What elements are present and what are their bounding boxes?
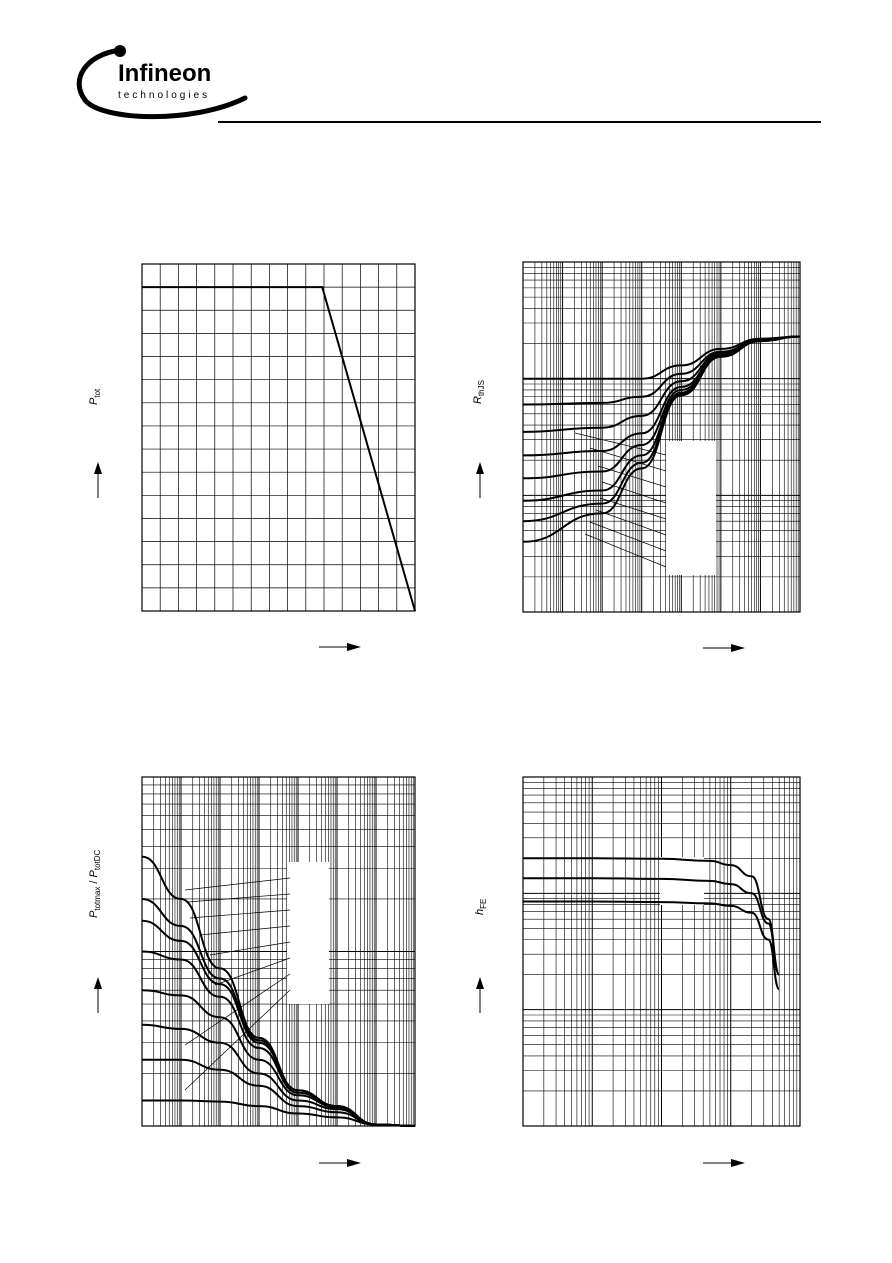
leader-line (184, 973, 291, 1046)
leader-line (187, 893, 291, 903)
leader-line (184, 989, 291, 1091)
series-line-1-0 (522, 335, 801, 380)
leader-line (184, 877, 291, 891)
series-line-1-7 (522, 335, 801, 543)
chart3-y-label: Ptotmax / PtotDC (88, 849, 103, 918)
series-line-3-1 (523, 877, 781, 976)
x-axis-arrowhead-icon (347, 643, 361, 651)
leader-line (209, 941, 291, 956)
infineon-logo: Infineon technologies (70, 40, 260, 130)
leader-line (601, 481, 667, 504)
legend-blank (666, 441, 716, 575)
legend-blank (287, 862, 329, 1004)
leader-line (189, 909, 291, 919)
leader-line (574, 432, 667, 456)
leader-line (214, 957, 291, 986)
leader-line (599, 497, 667, 520)
logo-swoosh-icon (76, 45, 248, 120)
x-axis-arrowhead-icon (731, 644, 745, 652)
leader-line (584, 533, 667, 568)
brand-name: Infineon (118, 60, 212, 87)
leader-line (595, 509, 667, 536)
chart2-y-label: RthJS (472, 380, 487, 404)
plot-frame (522, 776, 801, 1127)
leader-line (199, 925, 291, 936)
y-axis-arrowhead-icon (476, 977, 484, 989)
plot-frame (522, 261, 801, 613)
chart1-y-label: Ptot (88, 388, 103, 405)
series-line-3-0 (522, 857, 781, 976)
x-axis-arrowhead-icon (347, 1159, 361, 1167)
chart4-y-label: hFE (474, 898, 489, 915)
plot-frame (141, 263, 416, 612)
y-axis-arrowhead-icon (476, 462, 484, 474)
y-axis-arrowhead-icon (94, 462, 102, 474)
series-line-0-0 (142, 286, 416, 612)
series-line-2-7 (142, 1099, 416, 1127)
header-rule (218, 121, 821, 123)
leader-line (589, 447, 667, 472)
leader-line (597, 465, 667, 488)
brand-sub: technologies (118, 90, 211, 101)
series-line-3-2 (523, 900, 781, 991)
leader-line (589, 521, 667, 552)
x-axis-arrowhead-icon (731, 1159, 745, 1167)
y-axis-arrowhead-icon (94, 977, 102, 989)
